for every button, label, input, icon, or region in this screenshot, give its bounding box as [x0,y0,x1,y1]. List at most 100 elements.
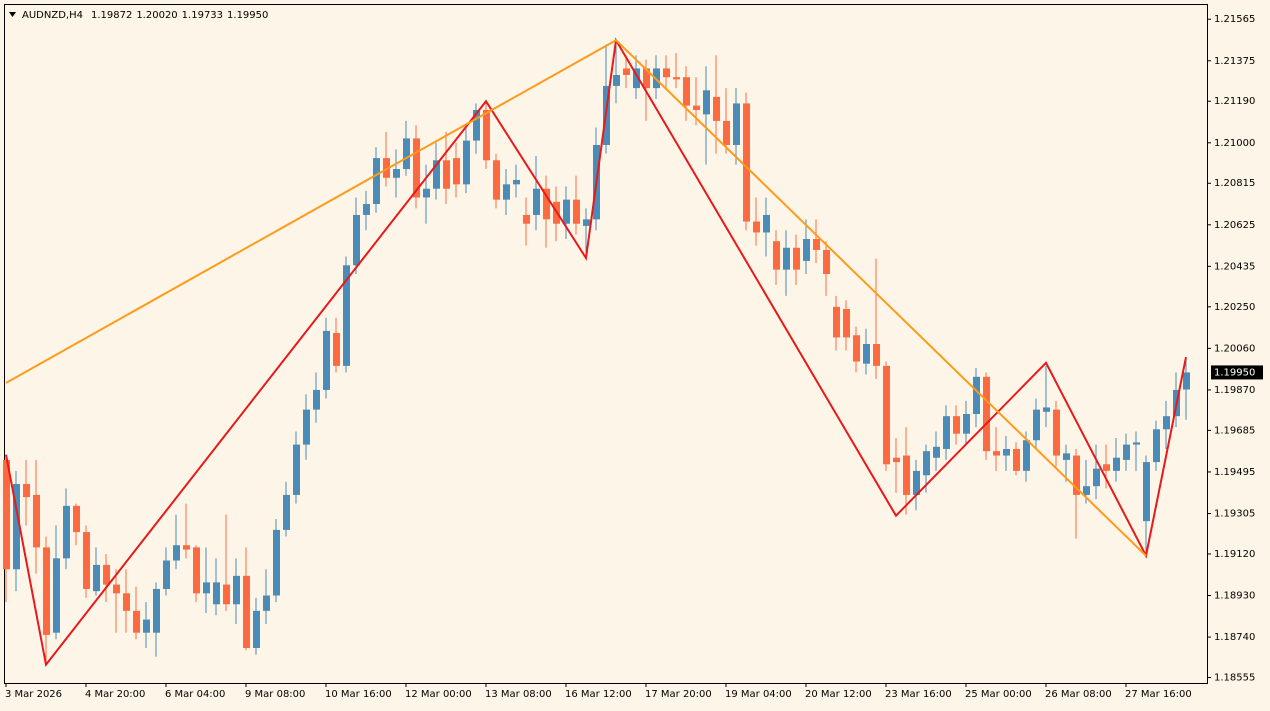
candle-body [323,330,330,390]
candle-body [503,184,510,200]
y-tick-label: 1.20625 [1214,220,1255,231]
y-tick-label: 1.20435 [1214,261,1255,272]
candle-body [53,558,60,633]
y-tick-label: 1.19870 [1214,385,1255,396]
candle-body [253,610,260,649]
y-tick-label: 1.19495 [1214,467,1255,478]
candle-body [13,483,20,570]
candle-body [823,249,830,275]
x-tick-label: 13 Mar 08:00 [485,689,552,700]
candle-body [313,389,320,410]
plot-frame [4,4,1208,684]
candle-body [883,365,890,465]
y-tick-label: 1.21375 [1214,56,1255,67]
candle-body [303,409,310,445]
candle-body [123,593,130,611]
candle-body [663,68,670,78]
candle-body [143,619,150,633]
candle-body [643,68,650,89]
y-tick-label: 1.18555 [1214,673,1255,684]
candle-body [983,376,990,452]
zigzag-line [5,38,1147,557]
candle-body [163,560,170,589]
candle-body [413,138,420,198]
candle-body [113,584,120,594]
candle-body [673,77,680,80]
x-tick-label: 26 Mar 08:00 [1045,689,1112,700]
candle-body [803,239,810,261]
menu-triangle[interactable] [9,12,16,17]
candle-body [713,96,720,121]
candle-body [863,344,870,364]
candle-body [463,140,470,185]
x-tick-label: 27 Mar 16:00 [1125,689,1192,700]
candle-body [273,529,280,596]
candle-body [353,214,360,266]
candle-body [743,103,750,222]
candle-body [773,241,780,270]
candle-body [3,459,10,570]
candle-body [873,344,880,366]
candle-body [73,505,80,533]
y-tick-label: 1.20815 [1214,178,1255,189]
candle-body [1093,468,1100,487]
candle-body [333,333,340,366]
candle-body [343,265,350,366]
candle-body [233,575,240,605]
header-value: 1.20020 [136,10,177,21]
candle-body [693,105,700,110]
chart-title: AUDNZD,H4 [22,10,83,21]
x-tick-label: 16 Mar 12:00 [565,689,632,700]
candle-body [493,160,500,200]
candle-body [43,547,50,635]
candle-body [473,109,480,141]
candle-body [93,564,100,592]
candle-body [1133,442,1140,445]
candle-body [1053,409,1060,456]
candle-body [633,68,640,89]
candle-body [1113,457,1120,471]
y-tick-label: 1.19685 [1214,425,1255,436]
candle-body [973,376,980,414]
candle-body [1163,416,1170,430]
candle-body [1103,464,1110,471]
candle-body [1013,448,1020,471]
candle-body [1003,448,1010,456]
x-tick-label: 9 Mar 08:00 [245,689,305,700]
candle-body [23,483,30,498]
candle-body [1043,407,1050,412]
candle-body [1153,429,1160,463]
candle-body [193,547,200,594]
candle-body [813,239,820,250]
candle-body [173,545,180,561]
y-tick-label: 1.19305 [1214,509,1255,520]
header-value: 1.19733 [182,10,223,21]
candle-body [63,505,70,559]
candle-body [933,446,940,458]
candle-body [83,532,90,589]
x-tick-label: 10 Mar 16:00 [325,689,392,700]
candle-body [613,74,620,86]
y-tick-label: 1.18930 [1214,591,1255,602]
candle-body [583,219,590,226]
candle-body [843,309,850,338]
header-value: 1.19950 [227,10,268,21]
x-tick-label: 25 Mar 00:00 [965,689,1032,700]
x-tick-label: 3 Mar 2026 [5,689,62,700]
candle-body [213,582,220,605]
candle-body [103,564,110,585]
candle-body [293,444,300,495]
x-tick-label: 19 Mar 04:00 [725,689,792,700]
candle-body [453,158,460,185]
candle-body [543,188,550,220]
x-tick-label: 20 Mar 12:00 [805,689,872,700]
candle-body [133,610,140,633]
y-tick-label: 1.19120 [1214,549,1255,560]
candle-body [733,103,740,145]
candle-body [923,451,930,476]
candle-body [853,335,860,362]
candle-body [1123,444,1130,460]
candle-body [833,306,840,338]
